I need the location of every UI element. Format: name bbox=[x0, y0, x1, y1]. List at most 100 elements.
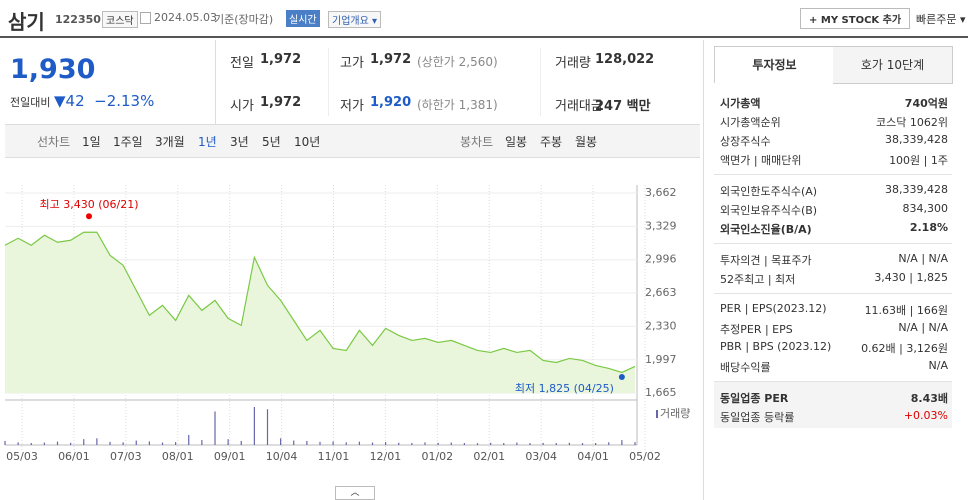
period-tab[interactable]: 3개월 bbox=[155, 135, 185, 149]
y-tick-label: 3,662 bbox=[645, 186, 677, 199]
volume-bar bbox=[516, 442, 518, 445]
quote-value: 1,972 bbox=[260, 52, 302, 67]
volume-bar bbox=[70, 442, 72, 445]
info-value: +0.03% bbox=[903, 409, 948, 422]
quick-order-text: 빠른주문 bbox=[916, 13, 957, 26]
overview-dropdown[interactable]: 기업개요 ▾ bbox=[328, 11, 382, 28]
change-row: 전일대비 ▼42 −2.13% bbox=[10, 92, 154, 110]
realtime-badge[interactable]: 실시간 bbox=[286, 10, 320, 27]
volume-bar bbox=[109, 441, 111, 445]
price-area bbox=[5, 232, 635, 393]
volume-bar bbox=[503, 442, 505, 445]
period-tab[interactable]: 1년 bbox=[198, 135, 217, 149]
info-label: 배당수익률 bbox=[720, 361, 771, 374]
candle-tab[interactable]: 월봉 bbox=[575, 135, 598, 149]
volume-bar bbox=[280, 438, 282, 445]
period-tab[interactable]: 5년 bbox=[262, 135, 281, 149]
info-value: 100원 | 1주 bbox=[889, 154, 948, 167]
period-tab[interactable]: 10년 bbox=[294, 135, 321, 149]
volume-bar bbox=[476, 443, 479, 445]
volume-bar bbox=[345, 442, 347, 445]
volume-bar bbox=[253, 407, 255, 445]
volume-bar bbox=[56, 441, 59, 445]
info-value: 3,430 | 1,825 bbox=[874, 271, 948, 284]
volume-bar bbox=[96, 438, 98, 445]
volume-bar bbox=[542, 442, 544, 445]
period-tab[interactable]: 1주일 bbox=[113, 135, 143, 149]
basis: 기준(장마감) bbox=[214, 13, 274, 26]
info-label: 추정PER | EPS bbox=[720, 323, 793, 336]
low-label: 최저 1,825 (04/25) bbox=[515, 382, 614, 395]
info-label: 동일업종 등락률 bbox=[720, 411, 795, 424]
side-tab[interactable]: 투자정보 bbox=[714, 46, 835, 83]
quote-label: 전일 bbox=[230, 56, 254, 71]
period-tab[interactable]: 3년 bbox=[230, 135, 249, 149]
volume-bar bbox=[161, 442, 164, 445]
volume-bar bbox=[175, 442, 177, 445]
divider bbox=[540, 48, 541, 116]
volume-bar bbox=[385, 442, 387, 445]
volume-label: 거래량 bbox=[660, 407, 690, 420]
volume-bar bbox=[621, 440, 623, 445]
mystock-button[interactable]: + MY STOCK 추가 bbox=[800, 8, 911, 29]
volume-bar bbox=[214, 411, 216, 445]
info-value: 38,339,428 bbox=[885, 183, 948, 196]
y-tick-label: 1,665 bbox=[645, 386, 677, 399]
volume-bar bbox=[135, 440, 137, 445]
mystock-text: MY STOCK 추가 bbox=[820, 15, 902, 26]
volume-bar bbox=[266, 409, 269, 445]
volume-bar bbox=[4, 440, 6, 445]
volume-bar bbox=[227, 439, 229, 445]
x-tick-label: 06/01 bbox=[58, 450, 90, 463]
quote-label: 고가 bbox=[340, 56, 364, 71]
volume-bar bbox=[555, 442, 557, 445]
info-value: 2.18% bbox=[909, 221, 948, 234]
volume-bar bbox=[490, 442, 492, 445]
header-rule bbox=[0, 36, 968, 38]
collapse-button[interactable]: ︿ bbox=[335, 486, 375, 500]
info-label: 동일업종 PER bbox=[720, 392, 789, 405]
volume-bar bbox=[634, 442, 636, 445]
quote-limit: (상한가 2,560) bbox=[417, 55, 498, 69]
info-label: 52주최고 | 최저 bbox=[720, 273, 796, 286]
volume-bar bbox=[450, 442, 452, 445]
candle-tab[interactable]: 주봉 bbox=[540, 135, 563, 149]
x-tick-label: 05/03 bbox=[6, 450, 38, 463]
date: 2024.05.03 bbox=[154, 11, 217, 24]
volume-bar bbox=[463, 442, 465, 445]
tab-bar bbox=[5, 124, 700, 158]
current-price: 1,930 bbox=[10, 54, 96, 85]
tab-label: 선차트 bbox=[37, 135, 71, 149]
info-label: 외국인보유주식수(B) bbox=[720, 204, 818, 217]
volume-bar bbox=[201, 440, 203, 445]
x-tick-label: 11/01 bbox=[318, 450, 350, 463]
divider bbox=[215, 40, 216, 124]
overview-text: 기업개요 bbox=[332, 16, 369, 27]
info-value: N/A bbox=[928, 359, 948, 372]
info-value: 740억원 bbox=[904, 97, 948, 110]
info-label: 투자의견 | 목표주가 bbox=[720, 254, 812, 267]
high-marker bbox=[86, 213, 92, 220]
info-value: 8.43배 bbox=[910, 392, 948, 405]
quick-order[interactable]: 빠른주문 ▾ bbox=[916, 13, 966, 26]
price-line bbox=[4, 231, 636, 374]
volume-bar bbox=[581, 443, 584, 445]
quote-label: 저가 bbox=[340, 99, 364, 114]
side-tab[interactable]: 호가 10단계 bbox=[833, 46, 953, 84]
divider bbox=[328, 48, 329, 116]
x-tick-label: 04/01 bbox=[577, 450, 609, 463]
x-tick-label: 10/04 bbox=[266, 450, 298, 463]
change: ▼42 bbox=[53, 92, 85, 110]
info-label: PER | EPS(2023.12) bbox=[720, 302, 827, 315]
quote-value: 1,972 bbox=[370, 52, 412, 67]
period-tab[interactable]: 1일 bbox=[82, 135, 101, 149]
volume-bar bbox=[17, 442, 19, 445]
volume-bar bbox=[148, 441, 150, 445]
volume-bar bbox=[122, 442, 124, 445]
quote-label: 거래량 bbox=[555, 56, 591, 71]
quote-value: 247 백만 bbox=[595, 99, 651, 114]
volume-bar bbox=[595, 442, 597, 445]
volume-legend bbox=[656, 410, 658, 418]
candle-tab[interactable]: 일봉 bbox=[505, 135, 528, 149]
info-value: 코스닥 1062위 bbox=[876, 116, 948, 129]
